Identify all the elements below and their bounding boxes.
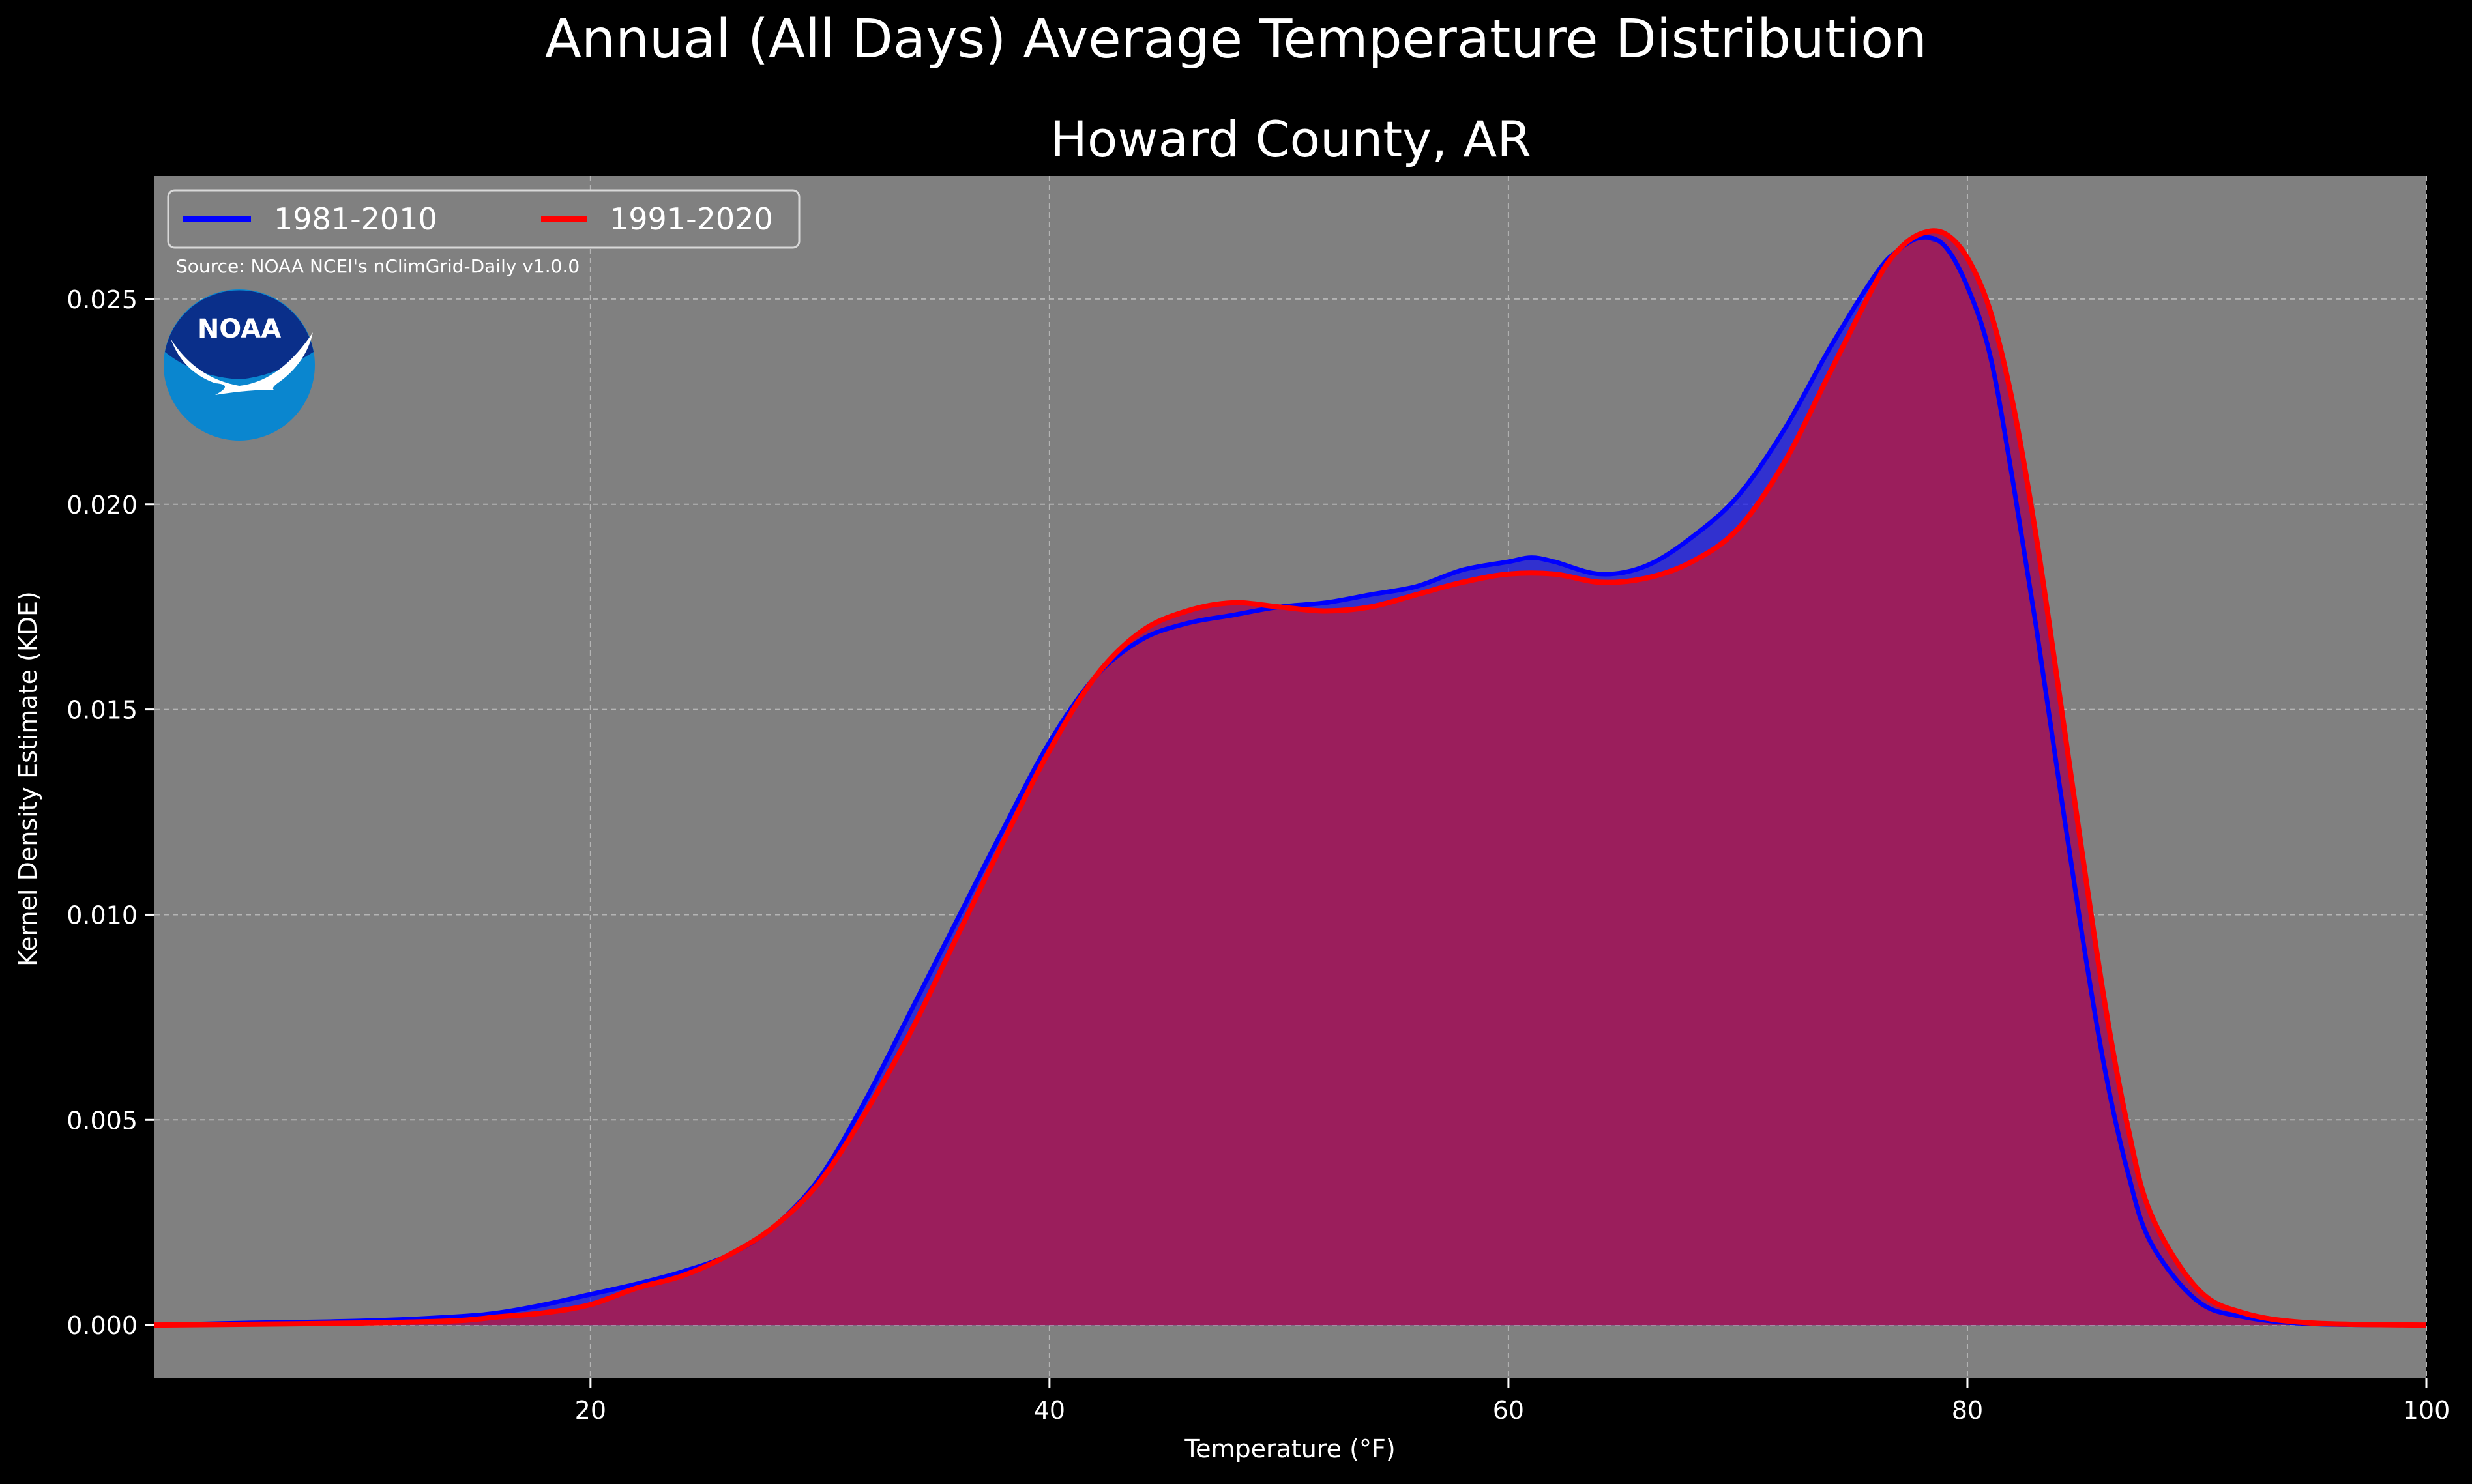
axes: 20 40 60 80 100 0.0000.0050.0100.0150.0200.0… bbox=[14, 285, 2450, 1463]
y-tick-label: 0.020 bbox=[66, 491, 138, 519]
source-note: Source: NOAA NCEI's nClimGrid-Daily v1.0… bbox=[176, 255, 580, 277]
plot-area bbox=[154, 176, 2427, 1378]
y-axis-label: Kernel Density Estimate (KDE) bbox=[14, 591, 42, 967]
y-tick-label: 0.005 bbox=[66, 1106, 138, 1135]
legend: 1981-2010 1991-2020 bbox=[167, 189, 801, 249]
x-axis-ticks: 20 40 60 80 100 bbox=[575, 1378, 2450, 1425]
legend-box bbox=[167, 189, 801, 249]
chart-subtitle: Howard County, AR bbox=[1050, 110, 1531, 168]
x-tick-label: 60 bbox=[1493, 1396, 1524, 1425]
x-tick-label: 100 bbox=[2403, 1396, 2450, 1425]
x-tick-label: 80 bbox=[1952, 1396, 1983, 1425]
x-tick-label: 20 bbox=[575, 1396, 606, 1425]
legend-label-1981-2010: 1981-2010 bbox=[274, 201, 437, 237]
legend-label-1991-2020: 1991-2020 bbox=[610, 201, 773, 237]
series-overlap-fill bbox=[154, 237, 2426, 1326]
noaa-logo: NOAA bbox=[164, 289, 315, 441]
y-tick-label: 0.025 bbox=[66, 285, 138, 314]
x-axis-label: Temperature (°F) bbox=[1184, 1434, 1395, 1463]
y-tick-label: 0.000 bbox=[66, 1311, 138, 1340]
y-tick-label: 0.010 bbox=[66, 901, 138, 929]
y-axis-ticks: 0.000 0.005 0.010 0.015 0.020 0.025 bbox=[66, 285, 154, 1340]
chart-title: Annual (All Days) Average Temperature Di… bbox=[545, 8, 1927, 70]
noaa-logo-upper-dark bbox=[165, 290, 314, 379]
series-1991-2020-line bbox=[154, 228, 2427, 1328]
noaa-logo-gull-wing bbox=[171, 332, 313, 395]
noaa-logo-text: NOAA bbox=[198, 314, 281, 344]
y-tick-label: 0.015 bbox=[66, 696, 138, 725]
x-tick-label: 40 bbox=[1034, 1396, 1065, 1425]
